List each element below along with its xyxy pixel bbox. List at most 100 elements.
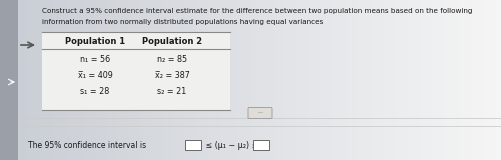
Bar	[472, 0, 473, 160]
Bar	[143, 0, 144, 160]
Bar	[119, 0, 120, 160]
Bar	[88, 0, 89, 160]
Bar	[203, 0, 204, 160]
Bar	[446, 0, 447, 160]
Bar	[110, 0, 111, 160]
Bar	[360, 0, 361, 160]
Bar	[292, 0, 293, 160]
Bar	[394, 0, 395, 160]
Bar	[500, 0, 501, 160]
Bar	[254, 0, 255, 160]
Bar	[144, 0, 145, 160]
Bar	[339, 0, 340, 160]
Bar	[225, 0, 226, 160]
Bar	[62, 0, 63, 160]
Text: x̅₂ = 387: x̅₂ = 387	[154, 72, 189, 80]
Bar	[468, 0, 469, 160]
Bar	[145, 0, 146, 160]
Bar	[486, 0, 487, 160]
Bar	[24, 0, 25, 160]
Bar	[390, 0, 391, 160]
Bar	[84, 0, 85, 160]
Bar	[64, 0, 65, 160]
Bar	[175, 0, 176, 160]
Bar	[201, 0, 202, 160]
Bar	[238, 0, 239, 160]
Bar	[103, 0, 104, 160]
Bar	[191, 0, 192, 160]
Bar	[30, 0, 31, 160]
Bar	[258, 0, 259, 160]
Bar	[372, 0, 373, 160]
Bar	[194, 0, 195, 160]
Bar	[432, 0, 433, 160]
Bar	[483, 0, 484, 160]
Bar	[380, 0, 381, 160]
Bar	[477, 0, 478, 160]
Bar	[219, 0, 220, 160]
Bar	[199, 0, 200, 160]
Bar	[416, 0, 417, 160]
Bar	[215, 0, 216, 160]
Bar	[41, 0, 42, 160]
Bar	[148, 0, 149, 160]
Text: n₂ = 85: n₂ = 85	[157, 56, 187, 64]
FancyBboxPatch shape	[247, 108, 272, 119]
Bar	[415, 0, 416, 160]
Bar	[368, 0, 369, 160]
Bar	[31, 0, 32, 160]
Bar	[363, 0, 364, 160]
Bar	[466, 0, 467, 160]
Bar	[352, 0, 353, 160]
Bar	[324, 0, 325, 160]
Bar	[279, 0, 280, 160]
Bar	[92, 0, 93, 160]
Bar	[334, 0, 335, 160]
Bar	[329, 0, 330, 160]
Bar	[81, 0, 82, 160]
Bar	[209, 0, 210, 160]
Bar	[206, 0, 207, 160]
Bar	[320, 0, 321, 160]
Bar	[439, 0, 440, 160]
Bar	[240, 0, 241, 160]
Bar	[476, 0, 477, 160]
Bar	[481, 0, 482, 160]
Bar	[328, 0, 329, 160]
Bar	[27, 0, 28, 160]
Bar	[318, 0, 319, 160]
Bar	[102, 0, 103, 160]
Bar	[462, 0, 463, 160]
Bar	[161, 0, 162, 160]
Bar	[222, 0, 223, 160]
Bar	[32, 0, 33, 160]
Bar	[407, 0, 408, 160]
Bar	[447, 0, 448, 160]
Bar	[85, 0, 86, 160]
Bar	[177, 0, 178, 160]
Bar	[364, 0, 365, 160]
Text: information from two normally distributed populations having equal variances: information from two normally distribute…	[42, 19, 323, 25]
Bar	[57, 0, 58, 160]
Bar	[76, 0, 77, 160]
Bar	[17, 0, 18, 160]
Bar	[196, 0, 197, 160]
Bar	[282, 0, 283, 160]
Bar	[69, 0, 70, 160]
Bar	[44, 0, 45, 160]
Bar	[5, 0, 6, 160]
Bar	[60, 0, 61, 160]
Bar	[116, 0, 117, 160]
Bar	[317, 0, 318, 160]
Bar	[99, 0, 100, 160]
Bar	[322, 0, 323, 160]
Bar	[488, 0, 489, 160]
Bar	[37, 0, 38, 160]
Bar	[35, 0, 36, 160]
Bar	[33, 0, 34, 160]
Bar	[290, 0, 291, 160]
Bar	[365, 0, 366, 160]
Bar	[155, 0, 156, 160]
Bar	[384, 0, 385, 160]
Bar	[467, 0, 468, 160]
